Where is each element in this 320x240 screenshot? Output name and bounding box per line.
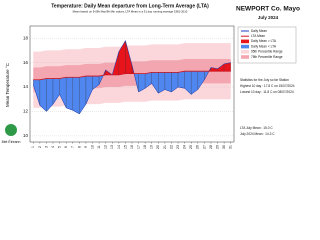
y-axis-label: Mean Temperature °C (5, 62, 10, 107)
series-line (33, 40, 231, 115)
x-tick-label: 17 (137, 145, 141, 149)
legend-swatch (241, 50, 249, 54)
x-tick-label: 26 (196, 145, 200, 149)
y-tick-label: 12 (23, 109, 29, 114)
y-tick-label: 18 (23, 35, 29, 40)
x-tick-label: 19 (150, 145, 154, 149)
x-tick-label: 13 (110, 145, 114, 149)
legend-swatch (241, 39, 249, 44)
x-tick-label: 9 (84, 146, 88, 148)
x-tick-label: 3 (44, 146, 48, 148)
x-tick-label: 4 (51, 146, 55, 148)
x-tick-label: 14 (117, 145, 121, 149)
x-tick-label: 16 (130, 145, 134, 149)
x-tick-label: 10 (90, 145, 94, 149)
x-tick-label: 12 (104, 145, 108, 149)
legend-label: LTA Mean (251, 34, 265, 38)
x-tick-label: 5 (58, 146, 62, 148)
fill-below (177, 71, 185, 89)
logo-mark (5, 124, 17, 136)
legend-label: Daily Mean (251, 29, 267, 33)
x-tick-label: 2 (38, 146, 42, 148)
x-tick-label: 8 (77, 146, 81, 148)
x-tick-label: 18 (143, 145, 147, 149)
legend-label: 75th Percentile Range (251, 55, 283, 59)
y-tick-label: 16 (23, 60, 29, 65)
x-tick-label: 6 (64, 146, 68, 148)
x-tick-label: 11 (97, 145, 101, 149)
station-name: NEWPORT Co. Mayo (236, 6, 300, 13)
logo-text: Met Éireann (2, 139, 21, 144)
chart-title: Temperature: Daily Mean departure from L… (51, 3, 209, 9)
x-tick-label: 1 (31, 146, 35, 148)
y-tick-label: 14 (23, 84, 29, 89)
x-tick-label: 7 (71, 146, 75, 148)
x-tick-label: 22 (169, 145, 173, 149)
period: July 2024 (258, 15, 279, 20)
x-tick-label: 15 (123, 145, 127, 149)
y-tick-label: 10 (23, 133, 29, 138)
fill-below (72, 77, 80, 115)
x-tick-label: 28 (209, 145, 213, 149)
stat-line: Statistics for the July so far Station (240, 78, 289, 82)
x-tick-label: 24 (183, 145, 187, 149)
x-tick-label: 21 (163, 145, 167, 149)
stat-line: Lowest 10 day : 11.8 C on 08/07/2024 (240, 90, 294, 94)
x-tick-label: 25 (189, 145, 193, 149)
x-tick-label: 31 (229, 145, 233, 149)
chart: Temperature: Daily Mean departure from L… (1, 3, 300, 149)
legend-label: Daily Mean > LTA (251, 39, 277, 43)
x-tick-label: 23 (176, 145, 180, 149)
summary-line: LTA July Mean : 15.0 C (240, 126, 273, 130)
fill-below (66, 77, 73, 111)
stat-line: Highest 10 day : 17.8 C on 15/07/2024 (240, 84, 295, 88)
legend-label: 95th Percentile Range (251, 50, 283, 54)
summary-line: July 2024 Mean : 14.3 C (240, 132, 275, 136)
legend-swatch (241, 44, 249, 49)
x-tick-label: 20 (156, 145, 160, 149)
legend-swatch (241, 55, 249, 59)
chart-subtitle: Mean based on 9-09h Max/9h Min values, L… (73, 10, 188, 14)
x-tick-label: 27 (202, 145, 206, 149)
x-tick-label: 30 (222, 145, 226, 149)
x-tick-label: 29 (215, 145, 219, 149)
fill-below (164, 72, 172, 93)
legend-label: Daily Mean < LTA (251, 44, 277, 48)
series-line (33, 70, 231, 81)
